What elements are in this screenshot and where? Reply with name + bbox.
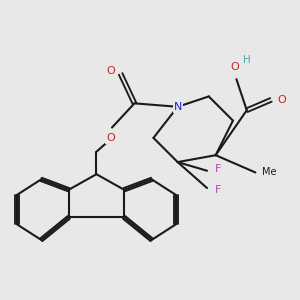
Text: F: F bbox=[215, 185, 221, 195]
Text: O: O bbox=[230, 62, 239, 72]
Text: H: H bbox=[243, 55, 250, 65]
Text: O: O bbox=[106, 65, 115, 76]
Text: Me: Me bbox=[262, 167, 277, 178]
Text: N: N bbox=[173, 102, 182, 112]
Text: F: F bbox=[215, 164, 221, 174]
Text: O: O bbox=[277, 95, 286, 105]
Text: O: O bbox=[106, 133, 115, 143]
